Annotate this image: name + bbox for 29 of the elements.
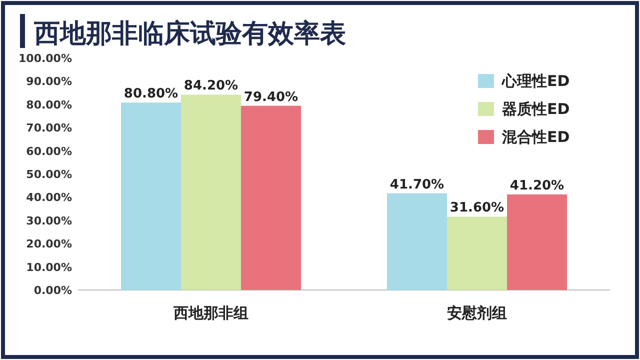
chart-title: 西地那非临床试验有效率表 [33,19,346,49]
x-tick-label: 西地那非组 [172,304,248,322]
bar [387,193,447,290]
y-tick-label: 10.00% [26,260,72,274]
y-tick-label: 30.00% [26,214,72,228]
y-tick-label: 90.00% [26,75,72,88]
data-label: 41.20% [510,178,564,194]
y-tick-label: 100.00% [18,52,72,65]
bar [121,102,181,290]
y-tick-label: 0.00% [34,284,72,297]
data-label: 41.70% [390,177,444,192]
bar [241,106,301,290]
legend-label: 器质性ED [501,100,570,118]
y-tick-label: 40.00% [26,191,72,204]
data-label: 31.60% [450,200,504,216]
data-label: 79.40% [244,90,298,105]
y-tick-label: 60.00% [26,144,72,158]
bar [507,194,567,290]
data-label: 80.80% [124,86,178,102]
x-tick-label: 安慰剂组 [447,304,507,322]
y-tick-label: 20.00% [26,238,72,251]
legend-label: 心理性ED [501,72,570,90]
data-label: 84.20% [184,78,238,94]
bar [181,94,241,290]
legend-label: 混合性ED [501,128,570,146]
y-tick-label: 50.00% [26,168,72,181]
y-tick-label: 70.00% [26,122,72,135]
bar [447,216,507,290]
y-tick-label: 80.00% [26,98,72,112]
